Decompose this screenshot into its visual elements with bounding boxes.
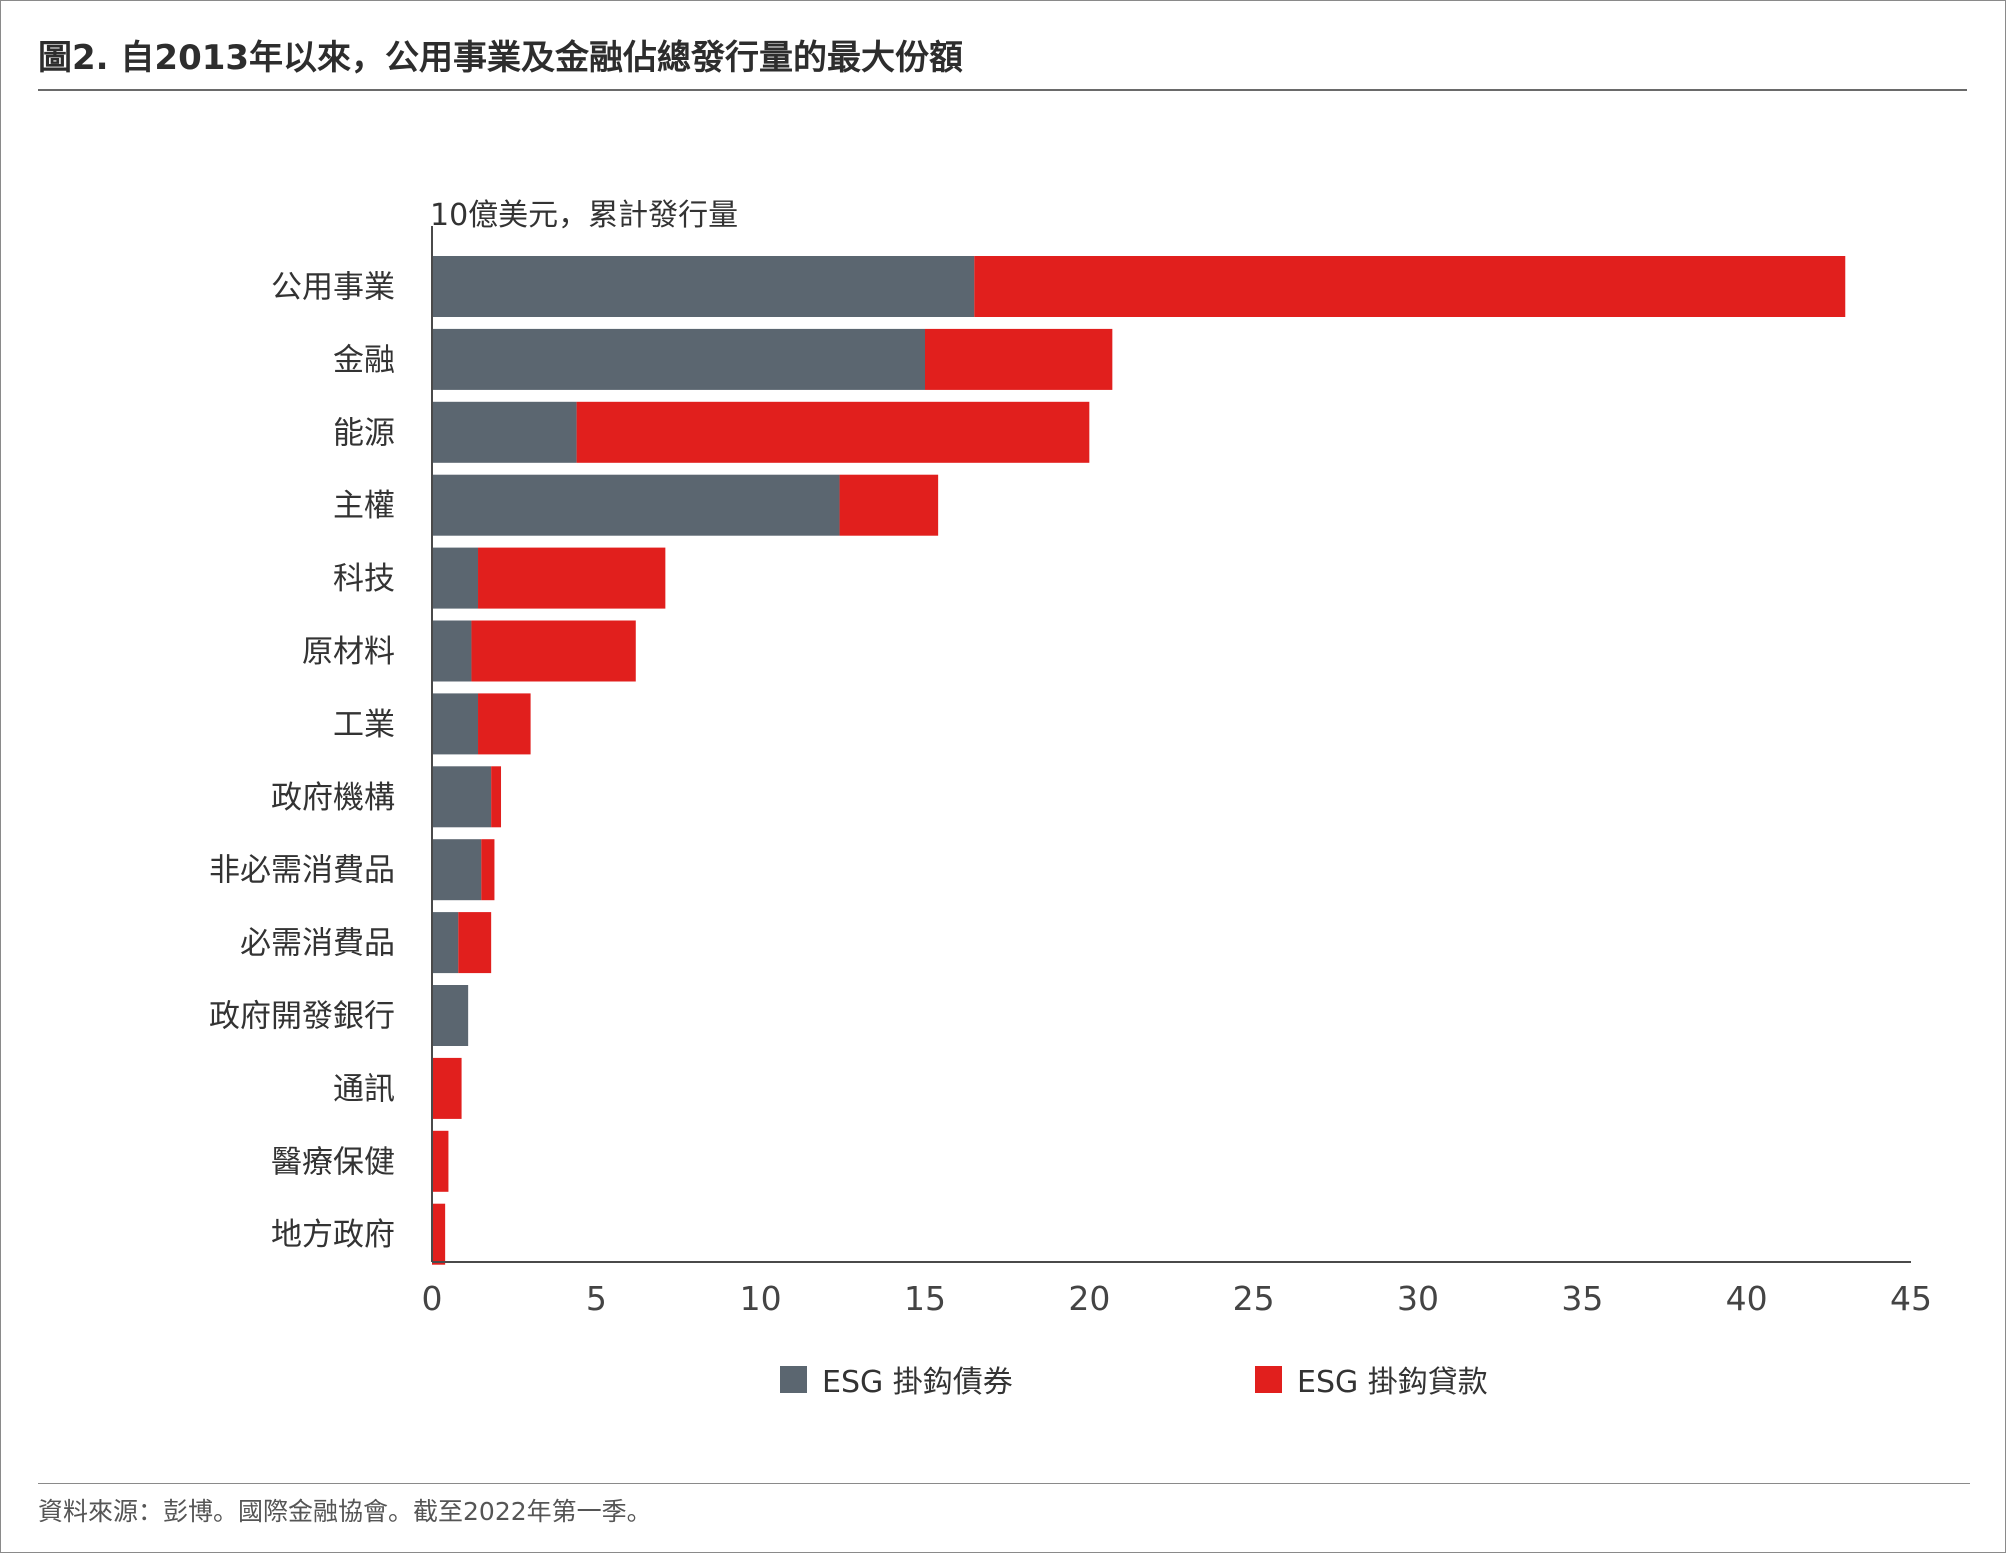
legend-item-loans: ESG 掛鈎貸款 (1255, 1357, 1488, 1401)
bar-bonds-0 (432, 256, 975, 317)
category-label: 金融 (333, 342, 395, 378)
bar-loans-4 (478, 547, 666, 609)
bar-bonds-7 (432, 766, 492, 828)
bar-bonds-5 (432, 620, 472, 682)
bar-loans-12 (432, 1130, 449, 1192)
x-tick-label: 35 (1561, 1279, 1603, 1318)
category-label: 原材料 (302, 634, 395, 670)
category-label: 政府機構 (271, 780, 395, 816)
bar-bonds-2 (432, 401, 577, 463)
bar-bonds-6 (432, 693, 479, 755)
category-label: 科技 (333, 561, 395, 597)
x-tick-label: 25 (1233, 1279, 1275, 1318)
category-label: 通訊 (333, 1071, 395, 1107)
bar-bonds-9 (432, 912, 459, 974)
x-tick-label: 5 (586, 1279, 607, 1318)
category-label: 地方政府 (271, 1217, 395, 1253)
category-label: 非必需消費品 (209, 853, 395, 889)
bar-bonds-3 (432, 474, 840, 536)
title-divider (38, 89, 1967, 91)
x-tick-label: 10 (740, 1279, 782, 1318)
bar-bonds-10 (432, 985, 469, 1046)
x-tick-label: 45 (1890, 1279, 1932, 1318)
category-label: 公用事業 (271, 270, 395, 306)
x-tick-label: 20 (1068, 1279, 1110, 1318)
bar-bonds-1 (432, 328, 925, 390)
category-label: 工業 (333, 707, 395, 743)
axis-unit-label: 10億美元，累計發行量 (430, 198, 739, 233)
bar-loans-1 (925, 328, 1113, 390)
bar-loans-11 (432, 1057, 462, 1119)
x-tick-label: 30 (1397, 1279, 1439, 1318)
bar-loans-5 (471, 620, 636, 682)
x-tick-label: 40 (1726, 1279, 1768, 1318)
bar-loans-6 (478, 693, 531, 755)
figure-title: 圖2. 自2013年以來，公用事業及金融佔總發行量的最大份額 (38, 38, 964, 78)
legend-label-bonds: ESG 掛鈎債券 (822, 1365, 1013, 1400)
legend-item-bonds: ESG 掛鈎債券 (780, 1357, 1013, 1401)
category-label: 能源 (333, 415, 395, 451)
bar-loans-0 (974, 256, 1846, 317)
category-label: 必需消費品 (240, 926, 395, 962)
bar-loans-9 (458, 912, 492, 974)
bar-bonds-8 (432, 839, 482, 901)
x-tick-label: 15 (904, 1279, 946, 1318)
bar-loans-13 (432, 1203, 446, 1265)
bar-bonds-4 (432, 547, 479, 609)
bar-loans-3 (839, 474, 939, 536)
category-label: 主權 (333, 488, 395, 524)
bar-loans-8 (481, 839, 495, 901)
source-note: 資料來源：彭博。國際金融協會。截至2022年第一季。 (38, 1497, 652, 1526)
legend-swatch-bonds (780, 1365, 807, 1393)
legend-label-loans: ESG 掛鈎貸款 (1297, 1365, 1488, 1400)
category-label: 政府開發銀行 (209, 999, 395, 1035)
bar-loans-7 (491, 766, 502, 828)
bar-loans-2 (576, 401, 1090, 463)
category-label: 醫療保健 (271, 1144, 395, 1180)
x-tick-label: 0 (422, 1279, 443, 1318)
legend-swatch-loans (1255, 1365, 1282, 1393)
source-divider (38, 1483, 1970, 1484)
